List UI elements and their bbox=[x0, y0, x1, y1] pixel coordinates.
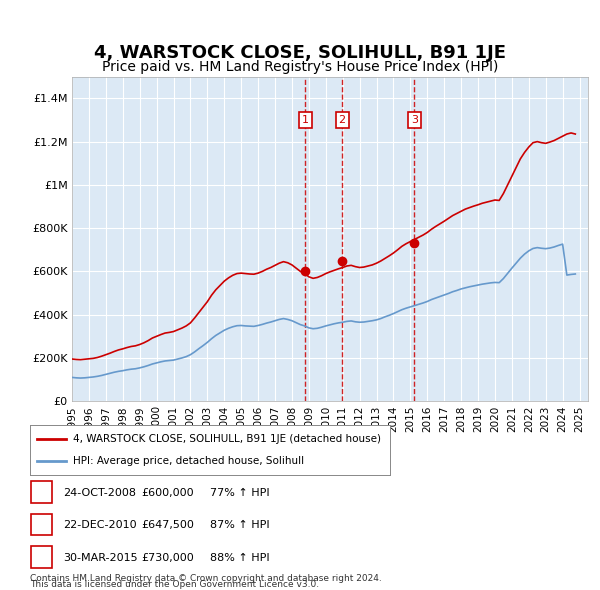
Text: 2: 2 bbox=[38, 520, 45, 529]
Text: 4, WARSTOCK CLOSE, SOLIHULL, B91 1JE (detached house): 4, WARSTOCK CLOSE, SOLIHULL, B91 1JE (de… bbox=[73, 434, 381, 444]
Text: 87% ↑ HPI: 87% ↑ HPI bbox=[210, 520, 269, 530]
Text: 24-OCT-2008: 24-OCT-2008 bbox=[63, 488, 136, 497]
Text: 3: 3 bbox=[411, 115, 418, 125]
Text: 1: 1 bbox=[302, 115, 309, 125]
Text: 2: 2 bbox=[338, 115, 346, 125]
Text: 77% ↑ HPI: 77% ↑ HPI bbox=[210, 488, 269, 497]
Text: Contains HM Land Registry data © Crown copyright and database right 2024.: Contains HM Land Registry data © Crown c… bbox=[30, 574, 382, 583]
Text: £647,500: £647,500 bbox=[141, 520, 194, 530]
Text: HPI: Average price, detached house, Solihull: HPI: Average price, detached house, Soli… bbox=[73, 456, 304, 466]
Text: 4, WARSTOCK CLOSE, SOLIHULL, B91 1JE: 4, WARSTOCK CLOSE, SOLIHULL, B91 1JE bbox=[94, 44, 506, 62]
Text: This data is licensed under the Open Government Licence v3.0.: This data is licensed under the Open Gov… bbox=[30, 580, 319, 589]
Text: 3: 3 bbox=[38, 552, 45, 562]
Text: £730,000: £730,000 bbox=[141, 553, 194, 562]
Text: 88% ↑ HPI: 88% ↑ HPI bbox=[210, 553, 269, 562]
Text: Price paid vs. HM Land Registry's House Price Index (HPI): Price paid vs. HM Land Registry's House … bbox=[102, 60, 498, 74]
Text: 30-MAR-2015: 30-MAR-2015 bbox=[63, 553, 137, 562]
Text: 1: 1 bbox=[38, 487, 45, 497]
Text: 22-DEC-2010: 22-DEC-2010 bbox=[63, 520, 137, 530]
Text: £600,000: £600,000 bbox=[141, 488, 194, 497]
